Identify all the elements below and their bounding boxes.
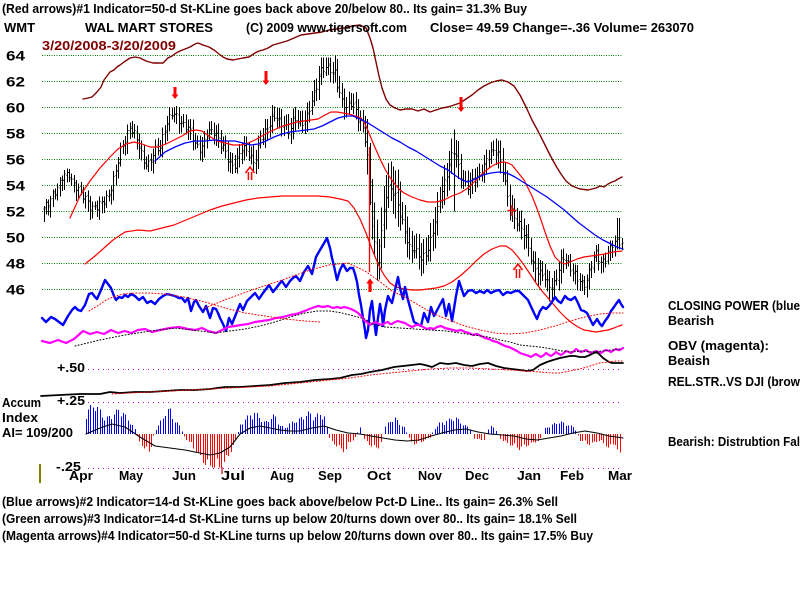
svg-text:54: 54 bbox=[6, 178, 25, 194]
svg-text:Apr: Apr bbox=[69, 468, 93, 483]
svg-text:Oct: Oct bbox=[367, 468, 392, 483]
svg-text:Index: Index bbox=[2, 410, 39, 425]
svg-text:(Red arrows)#1 Indicator=50-d: (Red arrows)#1 Indicator=50-d St-KLine g… bbox=[2, 1, 528, 16]
svg-text:(Magenta arrows)#4 Indicator=5: (Magenta arrows)#4 Indicator=50-d St-KLi… bbox=[2, 528, 594, 543]
svg-text:52: 52 bbox=[6, 204, 25, 220]
svg-text:Jun: Jun bbox=[172, 468, 196, 483]
svg-text:Jan: Jan bbox=[517, 468, 541, 483]
svg-text:WAL MART STORES: WAL MART STORES bbox=[85, 20, 213, 35]
svg-text:Jul: Jul bbox=[221, 468, 245, 483]
svg-text:(Blue arrows)#2 Indicator=14-d: (Blue arrows)#2 Indicator=14-d St-KLine … bbox=[2, 494, 558, 509]
svg-text:Sep: Sep bbox=[318, 468, 342, 483]
svg-text:3/20/2008-3/20/2009: 3/20/2008-3/20/2009 bbox=[42, 38, 176, 53]
svg-text:Dec: Dec bbox=[465, 468, 489, 483]
svg-text:Accum: Accum bbox=[2, 395, 41, 410]
svg-text:May: May bbox=[119, 468, 144, 483]
svg-text:Nov: Nov bbox=[418, 468, 443, 483]
svg-text:Aug: Aug bbox=[270, 468, 294, 483]
svg-text:48: 48 bbox=[6, 256, 25, 272]
svg-text:REL.STR..VS DJI (brow: REL.STR..VS DJI (brow bbox=[668, 374, 800, 389]
svg-text:56: 56 bbox=[6, 152, 25, 168]
svg-text:Bearish: Bearish bbox=[668, 313, 714, 328]
svg-text:WMT: WMT bbox=[4, 20, 35, 35]
svg-text:58: 58 bbox=[6, 126, 25, 142]
svg-text:+.50: +.50 bbox=[57, 360, 85, 375]
svg-text:+.25: +.25 bbox=[57, 393, 85, 408]
svg-text:OBV (magenta):: OBV (magenta): bbox=[668, 338, 769, 353]
svg-text:CLOSING POWER (blue: CLOSING POWER (blue bbox=[668, 298, 800, 313]
svg-text:Mar: Mar bbox=[608, 468, 632, 483]
svg-text:Feb: Feb bbox=[560, 468, 584, 483]
svg-text:46: 46 bbox=[6, 282, 25, 298]
svg-text:60: 60 bbox=[6, 100, 25, 116]
svg-text:62: 62 bbox=[6, 74, 25, 90]
svg-text:Beaish: Beaish bbox=[668, 353, 710, 368]
svg-text:Bearish: Distrubtion Fal: Bearish: Distrubtion Fal bbox=[668, 434, 800, 449]
svg-text:Close= 49.59 Change=-.36 Vol: Close= 49.59 Change=-.36 Volume= 263070 bbox=[430, 20, 694, 35]
svg-text:AI= 109/200: AI= 109/200 bbox=[2, 425, 73, 440]
svg-text:(C) 2009 www.tigersoft.com: (C) 2009 www.tigersoft.com bbox=[246, 20, 407, 35]
svg-text:64: 64 bbox=[6, 48, 25, 64]
svg-text:50: 50 bbox=[6, 230, 25, 246]
svg-text:(Green arrows)#3 Indicator=14-: (Green arrows)#3 Indicator=14-d St-KLine… bbox=[2, 511, 577, 526]
svg-text:-.25: -.25 bbox=[56, 459, 81, 474]
